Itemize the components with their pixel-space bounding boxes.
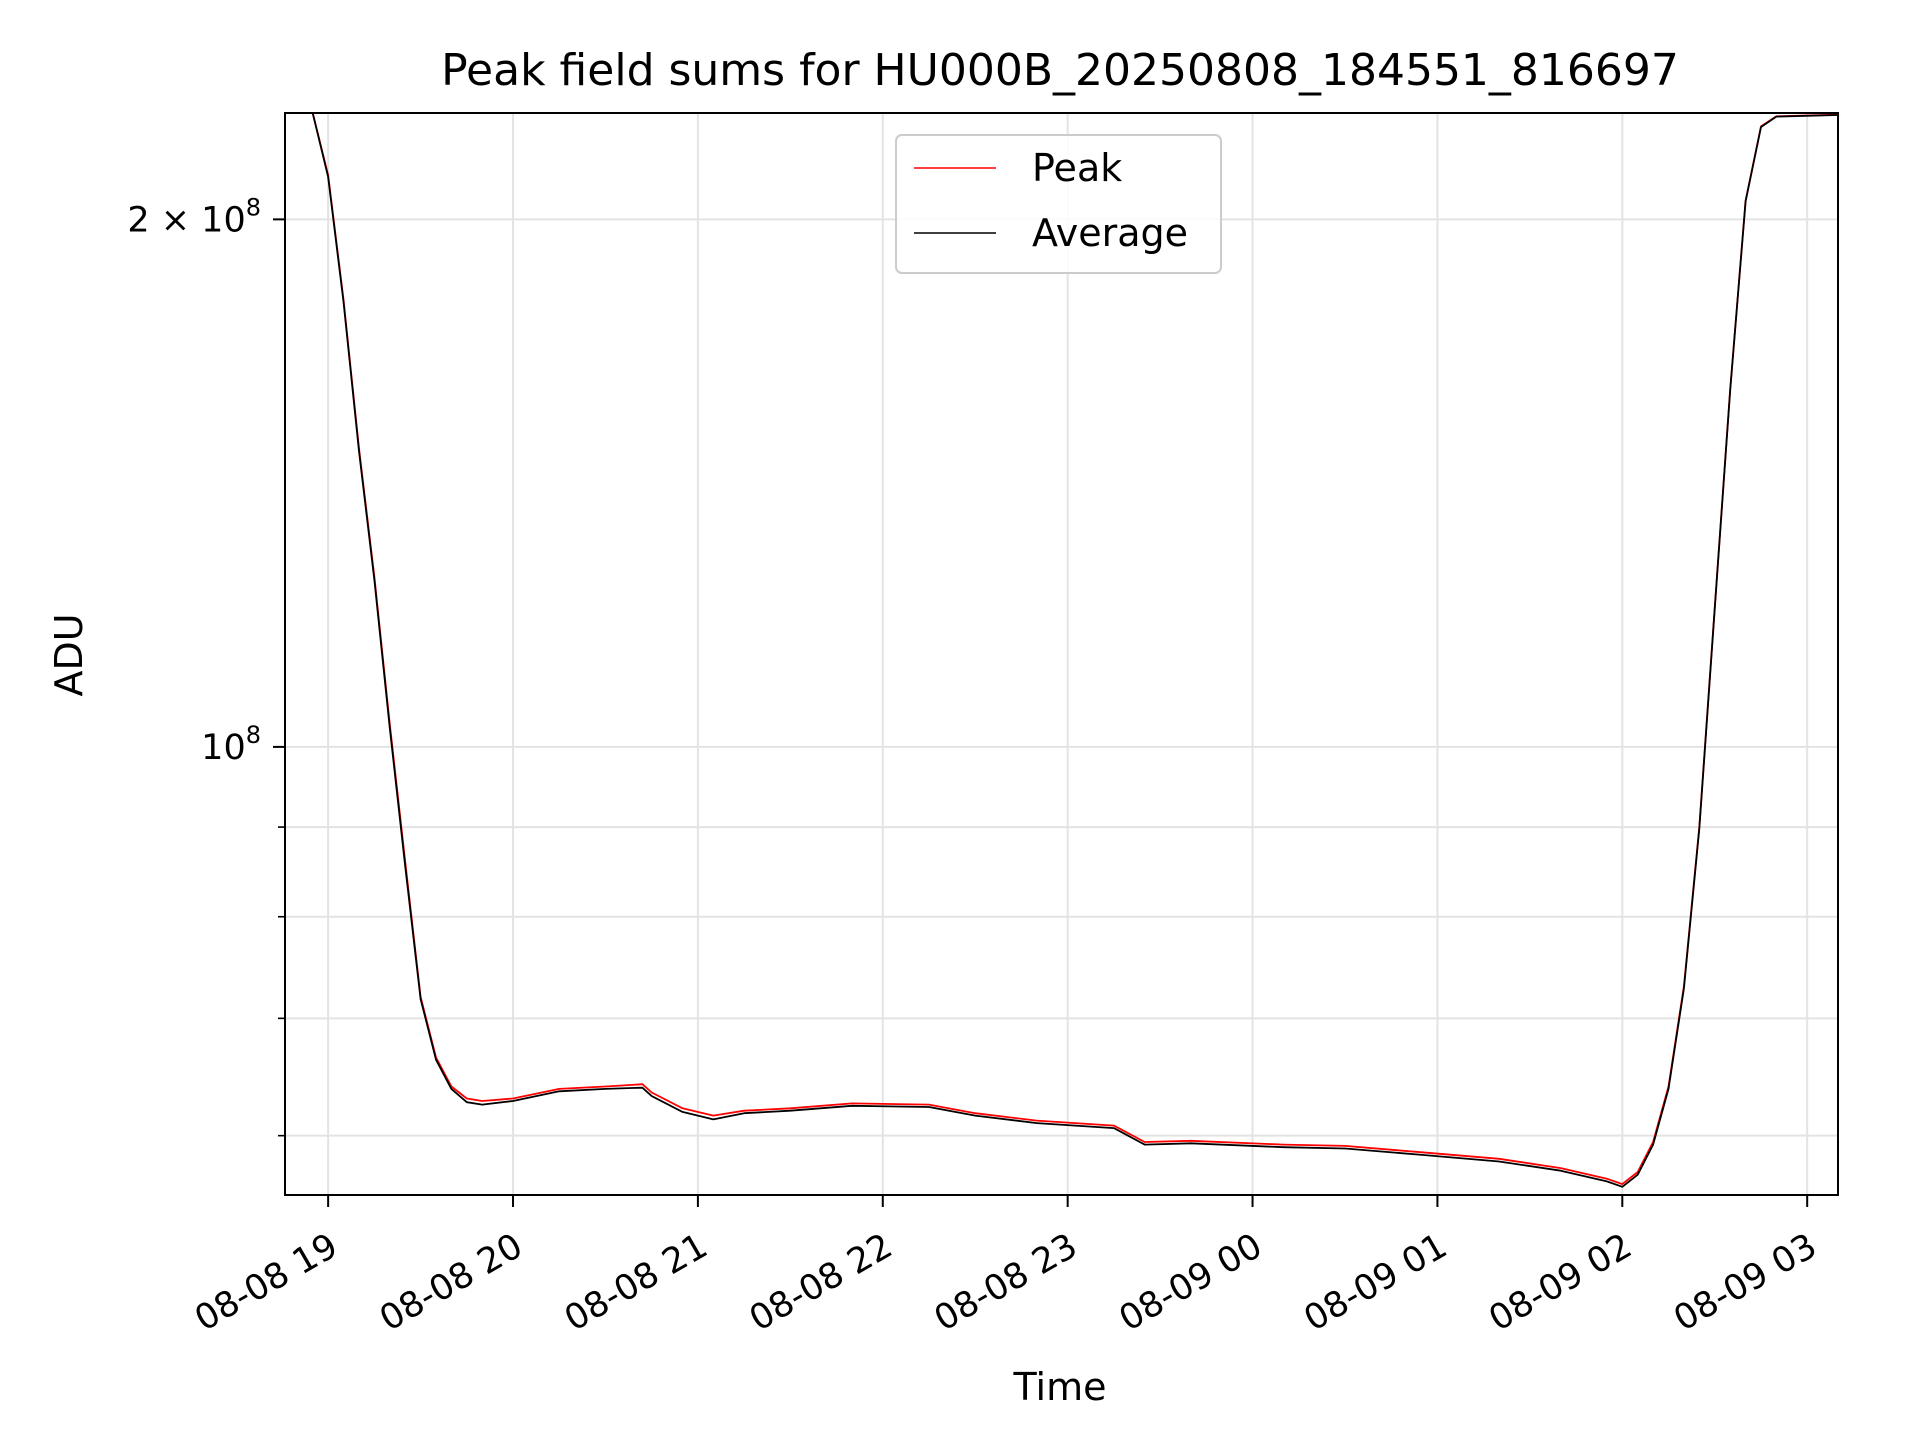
legend: Peak Average bbox=[895, 134, 1222, 274]
legend-box bbox=[895, 134, 1222, 274]
series-line-average bbox=[285, 112, 1839, 1188]
y-axis: 2 × 108 108 bbox=[127, 193, 285, 1137]
chart-title: Peak field sums for HU000B_20250808_1845… bbox=[441, 45, 1679, 96]
series-layer bbox=[285, 112, 1839, 1188]
legend-label-peak: Peak bbox=[1032, 146, 1122, 190]
plot-frame bbox=[284, 112, 1839, 1196]
y-tick-label: 2 × 108 bbox=[127, 193, 261, 240]
x-axis-label: Time bbox=[1013, 1365, 1107, 1409]
legend-label-average: Average bbox=[1032, 211, 1188, 255]
y-axis-label: ADU bbox=[47, 613, 91, 696]
y-tick-label: 108 bbox=[201, 721, 261, 768]
